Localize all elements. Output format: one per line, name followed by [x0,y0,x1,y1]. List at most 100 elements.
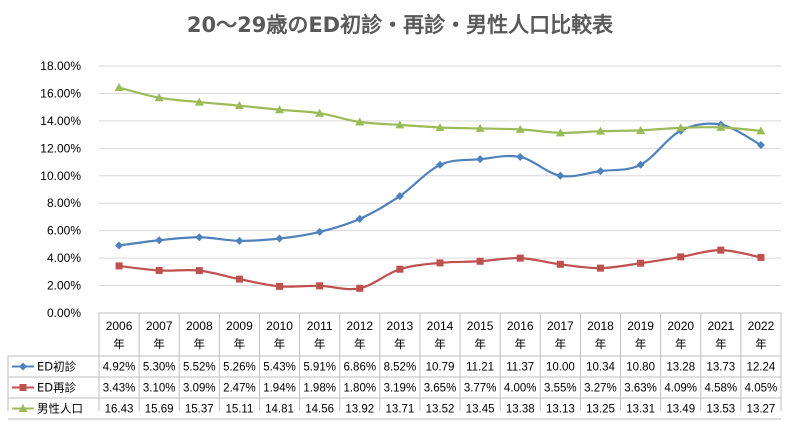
table-cell: 3.55% [544,383,577,395]
x-tick-suffix: 年 [234,337,246,351]
table-cell: 15.37 [185,404,214,416]
table-cell: 4.92% [103,362,136,374]
table-cell: 3.63% [624,383,657,395]
table-cell: 11.37 [506,362,534,374]
data-point [155,266,163,274]
legend-label: 男性人口 [37,402,83,416]
table-cell: 3.77% [464,383,497,395]
x-tick-label: 2007 [146,319,173,333]
data-point [276,282,284,290]
data-point [395,192,404,201]
x-tick-suffix: 年 [474,337,486,351]
data-point [194,97,204,106]
y-tick-label: 8.00% [47,196,81,210]
data-point [195,233,204,242]
table-cell: 5.30% [143,362,176,374]
x-tick-label: 2019 [627,319,654,333]
data-point [396,265,404,273]
x-tick-label: 2010 [266,319,293,333]
data-point [757,253,765,261]
table-cell: 4.00% [504,383,537,395]
data-point [315,227,324,236]
table-cell: 13.52 [426,404,455,416]
table-cell: 4.09% [664,383,697,395]
data-point [235,275,243,283]
data-point [636,125,646,134]
table-cell: 10.34 [586,362,615,374]
table-cell: 13.49 [666,404,695,416]
x-tick-suffix: 年 [314,337,326,351]
x-tick-label: 2013 [387,319,414,333]
table-cell: 14.81 [265,404,294,416]
table-cell: 3.27% [584,383,617,395]
legend-key-marker [18,404,28,412]
table-cell: 15.69 [145,404,174,416]
data-point [315,108,325,117]
table-cell: 6.86% [343,362,376,374]
y-tick-label: 16.00% [40,86,81,100]
y-tick-label: 0.00% [47,306,81,320]
data-point [677,253,685,261]
data-point [115,262,123,270]
x-tick-suffix: 年 [675,337,687,351]
series-line [118,249,762,291]
data-point [355,117,365,126]
table-cell: 12.24 [747,362,776,374]
data-point [234,101,244,110]
data-point [676,123,686,132]
data-point [637,259,645,267]
table-cell: 10.80 [626,362,655,374]
y-tick-label: 10.00% [40,169,81,183]
x-tick-label: 2020 [667,319,694,333]
data-point [716,122,726,131]
data-point [476,257,484,265]
table-cell: 3.65% [424,383,457,395]
data-point [275,234,284,243]
x-tick-suffix: 年 [555,337,567,351]
data-point [556,260,564,268]
data-point [556,171,565,180]
table-cell: 10.00 [546,362,575,374]
x-tick-suffix: 年 [394,337,406,351]
data-point [756,141,765,150]
table-cell: 13.28 [666,362,695,374]
table-cell: 13.27 [747,404,776,416]
data-point [275,105,285,114]
table-cell: 1.80% [343,383,376,395]
data-point [595,126,605,135]
data-point [154,93,164,102]
chart-title: 20～29歳のED初診・再診・男性人口比較表 [187,13,614,37]
table-cell: 10.79 [426,362,455,374]
table-cell: 1.94% [263,383,296,395]
data-point [476,155,485,164]
table-cell: 1.98% [303,383,336,395]
y-tick-label: 6.00% [47,224,81,238]
x-tick-suffix: 年 [595,337,607,351]
x-tick-suffix: 年 [194,337,206,351]
x-tick-label: 2009 [226,319,253,333]
table-cell: 13.31 [626,404,655,416]
table-cell: 4.58% [705,383,738,395]
legend-key-marker [19,362,27,371]
table-cell: 3.19% [384,383,417,395]
x-tick-label: 2008 [186,319,213,333]
data-point [516,254,524,262]
table-cell: 13.13 [546,404,575,416]
data-point [516,152,525,161]
data-point [515,124,525,133]
table-cell: 13.25 [586,404,615,416]
x-tick-label: 2012 [346,319,373,333]
x-tick-suffix: 年 [514,337,526,351]
x-tick-label: 2017 [547,319,574,333]
data-point [316,282,324,290]
table-cell: 15.11 [225,404,253,416]
table-cell: 13.53 [706,404,735,416]
x-tick-label: 2018 [587,319,614,333]
table-cell: 13.38 [506,404,535,416]
data-point [356,284,364,292]
table-cell: 4.05% [745,383,778,395]
table-cell: 5.43% [263,362,296,374]
y-tick-label: 14.00% [40,114,81,128]
x-tick-label: 2006 [106,319,133,333]
data-point [436,160,444,169]
